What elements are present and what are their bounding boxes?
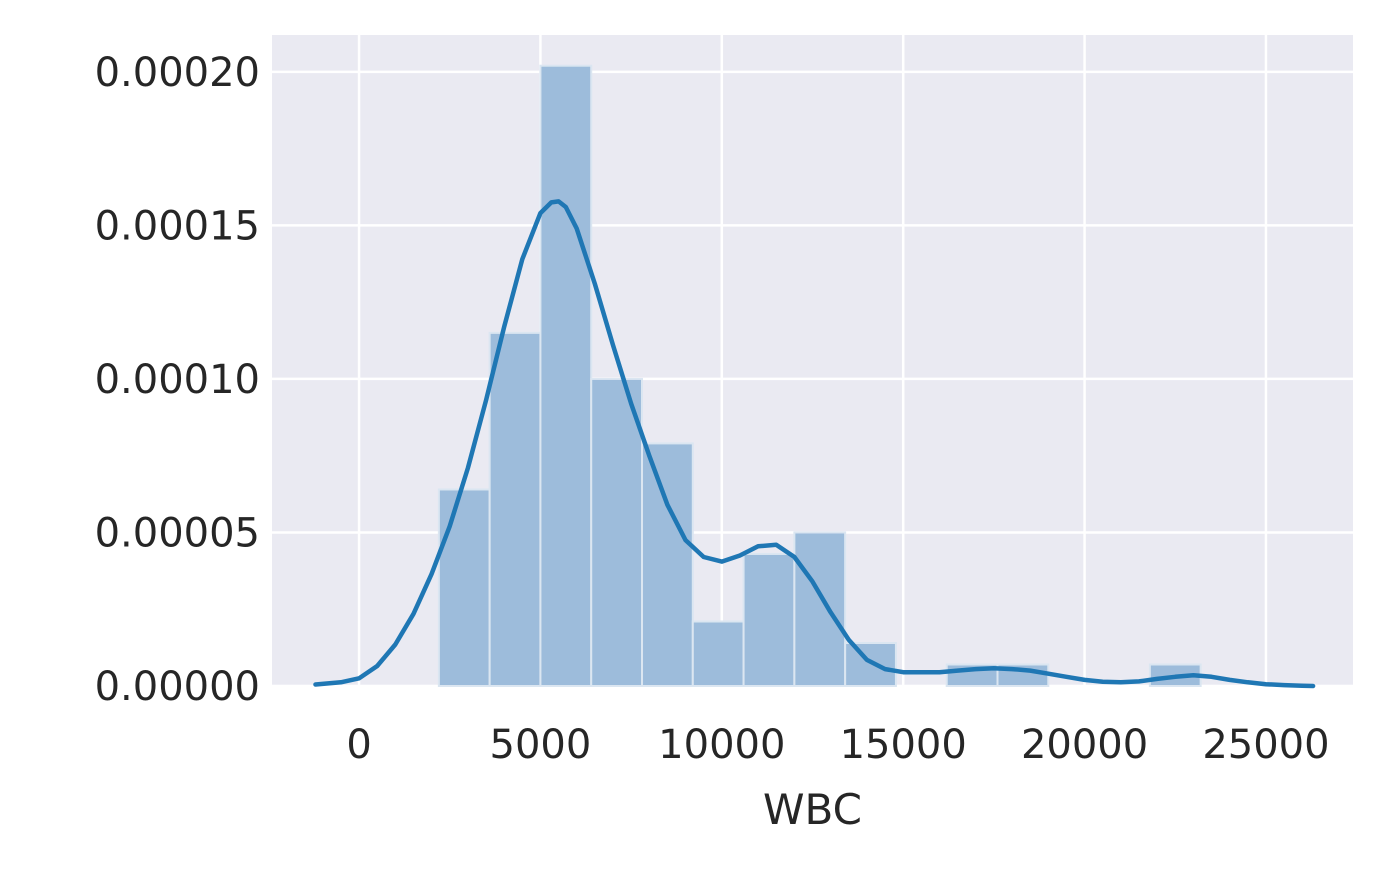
histogram-bar — [742, 552, 796, 687]
y-tick-label: 0.00010 — [95, 357, 260, 403]
x-tick-label: 5000 — [490, 722, 592, 768]
histogram-bar — [590, 377, 644, 687]
x-axis-tick-labels: 0 5000 10000 15000 20000 25000 — [346, 722, 1329, 768]
x-tick-label: 20000 — [1021, 722, 1148, 768]
histogram-bars — [437, 64, 1202, 688]
histogram-bar — [437, 488, 491, 688]
x-tick-label: 15000 — [840, 722, 967, 768]
histogram-bar — [488, 331, 542, 687]
y-axis-tick-labels: 0.00000 0.00005 0.00010 0.00015 0.00020 — [95, 50, 260, 710]
x-tick-label: 0 — [346, 722, 371, 768]
histogram-bar — [539, 64, 593, 688]
histogram-bar — [691, 620, 745, 688]
histogram-bar — [793, 531, 847, 688]
y-tick-label: 0.00000 — [95, 664, 260, 710]
y-tick-label: 0.00005 — [95, 510, 260, 556]
histogram-bar — [844, 642, 897, 688]
y-tick-label: 0.00015 — [95, 203, 260, 249]
x-axis-label: WBC — [763, 785, 862, 834]
histogram-bar — [641, 442, 694, 687]
y-tick-label: 0.00020 — [95, 50, 260, 96]
kde-density-line — [313, 199, 1316, 689]
x-tick-label: 25000 — [1202, 722, 1329, 768]
x-tick-label: 10000 — [658, 722, 785, 768]
